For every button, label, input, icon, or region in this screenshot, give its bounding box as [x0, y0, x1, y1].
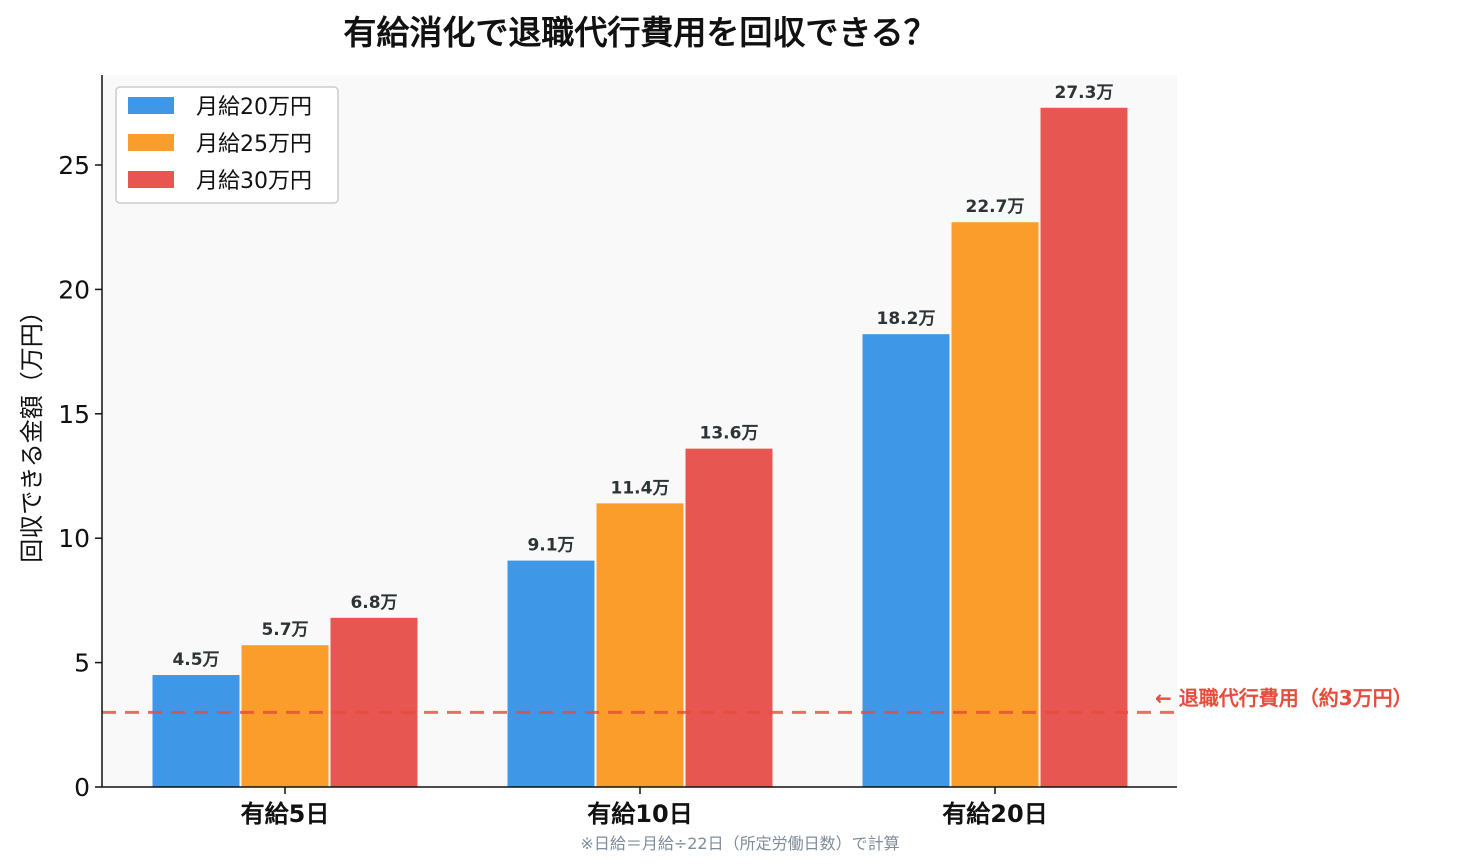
- bar-value-label: 6.8万: [350, 593, 397, 613]
- reference-line-label: ← 退職代行費用（約3万円）: [1155, 686, 1413, 710]
- bar: [152, 675, 240, 787]
- bar: [330, 617, 418, 787]
- legend-label: 月給20万円: [196, 95, 312, 120]
- x-tick-label: 有給5日: [241, 800, 330, 828]
- bar: [241, 645, 329, 787]
- y-tick-label: 0: [74, 773, 90, 802]
- y-tick-label: 5: [74, 649, 90, 678]
- bar: [685, 448, 773, 787]
- legend-label: 月給30万円: [196, 169, 312, 194]
- chart-title: 有給消化で退職代行費用を回収できる？: [343, 13, 936, 52]
- y-axis-label: 回収できる金額（万円）: [18, 299, 46, 563]
- bar-value-label: 9.1万: [527, 536, 574, 556]
- y-tick-label: 10: [58, 524, 90, 553]
- bar: [862, 334, 950, 787]
- x-tick-label: 有給10日: [587, 800, 692, 828]
- bar-value-label: 22.7万: [966, 197, 1025, 217]
- bar: [507, 560, 595, 787]
- x-axis-ticks: 有給5日 有給10日 有給20日: [241, 787, 1048, 828]
- value-labels: 4.5万 9.1万 18.2万 5.7万 11.4万 22.7万 6.8万 13.6万 27.3…: [172, 83, 1113, 670]
- bar-value-label: 11.4万: [611, 478, 670, 498]
- bars: [152, 107, 1128, 787]
- bar-value-label: 5.7万: [261, 620, 308, 640]
- bar: [1040, 107, 1128, 787]
- legend-swatch: [128, 171, 174, 188]
- legend-label: 月給25万円: [196, 132, 312, 157]
- y-tick-label: 20: [58, 275, 90, 304]
- bar-value-label: 18.2万: [877, 309, 936, 329]
- bar-value-label: 4.5万: [172, 650, 219, 670]
- bar: [596, 503, 684, 787]
- y-tick-label: 25: [58, 151, 90, 180]
- y-axis-ticks: 0 5 10 15 20 25: [58, 151, 102, 802]
- bar-value-label: 27.3万: [1055, 83, 1114, 103]
- bar: [951, 222, 1039, 787]
- y-tick-label: 15: [58, 400, 90, 429]
- footnote: ※日給＝月給÷22日（所定労働日数）で計算: [580, 834, 899, 853]
- legend-swatch: [128, 134, 174, 151]
- bar-value-label: 13.6万: [700, 424, 759, 444]
- legend-swatch: [128, 97, 174, 114]
- x-tick-label: 有給20日: [942, 800, 1047, 828]
